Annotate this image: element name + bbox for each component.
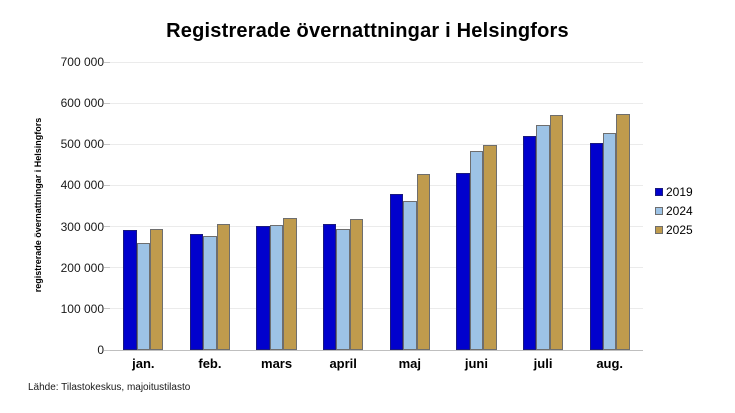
legend-label: 2019 xyxy=(666,184,693,199)
bar-2024-mars xyxy=(269,224,284,350)
y-tick-label: 500 000 xyxy=(60,137,104,152)
legend-label: 2025 xyxy=(666,222,693,237)
y-tick-label: 600 000 xyxy=(60,96,104,111)
legend-swatch xyxy=(655,206,663,215)
gridline xyxy=(104,102,643,104)
bar-2024-feb xyxy=(203,236,217,350)
gridline xyxy=(104,143,643,145)
axis-tick xyxy=(104,61,110,63)
bar-2025-mars xyxy=(283,217,297,350)
legend-item: 2019 xyxy=(655,182,693,201)
bar-2019-april xyxy=(323,223,337,350)
bar-2019-mars xyxy=(256,225,270,350)
axis-tick xyxy=(104,102,110,104)
bar-2025-juli xyxy=(549,114,564,350)
bar-2019-juni xyxy=(456,172,470,350)
bar-2025-maj xyxy=(416,174,430,350)
x-axis-label: mars xyxy=(261,356,293,371)
axis-tick xyxy=(104,267,110,269)
bar-2019-juli xyxy=(522,136,537,350)
gridline xyxy=(104,308,643,310)
y-tick-label: 400 000 xyxy=(60,178,104,193)
axis-tick xyxy=(104,308,110,310)
bar-2019-maj xyxy=(389,193,404,350)
x-axis-label: juni xyxy=(464,356,488,371)
axis-tick xyxy=(104,143,110,145)
chart-title: Registrerade övernattningar i Helsingfor… xyxy=(166,20,569,42)
bar-2025-juni xyxy=(483,145,497,350)
x-axis-label: juli xyxy=(533,356,553,371)
axis-tick xyxy=(104,226,110,228)
axis-tick xyxy=(104,184,110,186)
y-tick-label: 700 000 xyxy=(60,55,104,69)
x-axis-label: maj xyxy=(398,356,422,371)
y-tick-label: 100 000 xyxy=(60,301,104,316)
x-axis-label: april xyxy=(329,356,357,371)
bar-2019-aug xyxy=(589,143,603,350)
bar-2025-aug xyxy=(616,114,630,350)
bar-2025-jan xyxy=(150,229,164,350)
x-axis-label: aug. xyxy=(596,356,624,371)
bar-2025-april xyxy=(349,219,364,350)
y-tick-label: 200 000 xyxy=(60,260,104,275)
bar-2024-maj xyxy=(403,200,417,350)
legend-swatch xyxy=(655,187,663,196)
bar-2024-juli xyxy=(536,124,550,350)
x-axis-line xyxy=(104,350,643,351)
axis-tick xyxy=(104,350,110,351)
plot-area xyxy=(104,61,643,351)
legend-swatch xyxy=(655,225,663,234)
y-tick-label: 0 xyxy=(97,343,104,357)
legend-item: 2025 xyxy=(655,220,693,239)
bar-2025-feb xyxy=(216,224,231,350)
bar-2024-jan xyxy=(136,242,150,350)
bar-2019-feb xyxy=(189,233,204,350)
legend-label: 2024 xyxy=(666,203,693,218)
legend: 2019 2024 2025 xyxy=(655,182,693,239)
bar-2024-april xyxy=(336,229,350,350)
y-axis-title: registrerade övernattningar i Helsingfor… xyxy=(33,117,43,293)
y-tick-label: 300 000 xyxy=(60,219,104,234)
bar-2024-aug xyxy=(602,132,617,350)
source-note: Lähde: Tilastokeskus, majoitustilasto xyxy=(28,382,191,393)
gridline xyxy=(104,267,643,269)
gridline xyxy=(104,184,643,186)
x-axis-label: jan. xyxy=(132,356,155,371)
gridline xyxy=(104,226,643,228)
x-axis-label: feb. xyxy=(198,356,222,371)
gridline xyxy=(104,61,643,63)
bar-2024-juni xyxy=(469,151,484,350)
legend-item: 2024 xyxy=(655,201,693,220)
bar-2019-jan xyxy=(123,230,137,350)
